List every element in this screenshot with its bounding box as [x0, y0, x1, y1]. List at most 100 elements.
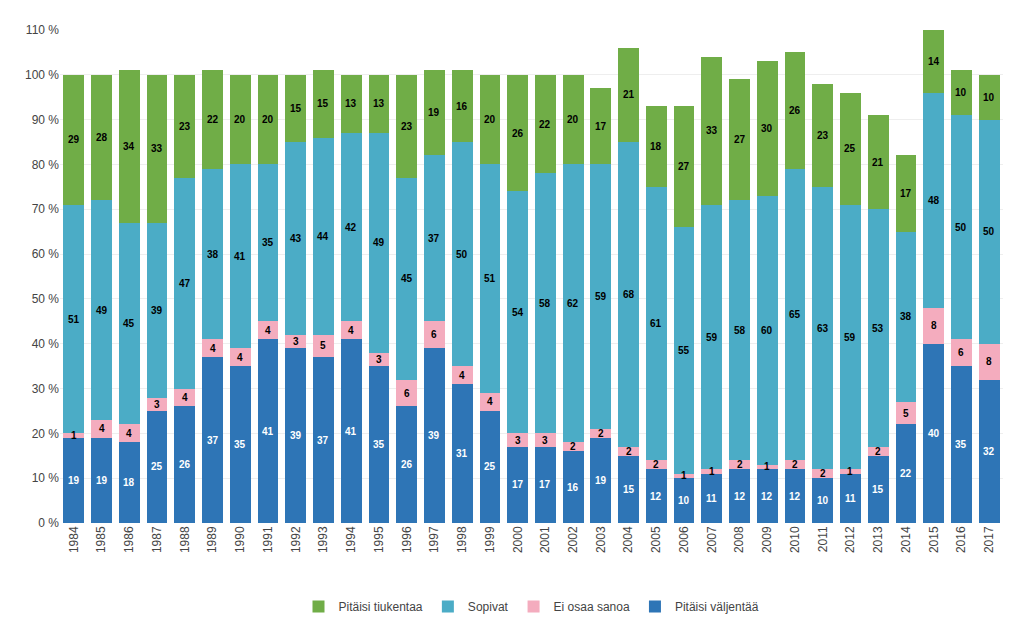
svg-text:2: 2: [626, 446, 632, 457]
svg-text:10: 10: [678, 495, 690, 506]
svg-text:3: 3: [293, 336, 299, 347]
svg-text:2014: 2014: [899, 526, 913, 553]
svg-text:48: 48: [928, 195, 940, 206]
svg-text:19: 19: [428, 107, 440, 118]
svg-text:2: 2: [653, 459, 659, 470]
svg-text:59: 59: [595, 291, 607, 302]
svg-text:15: 15: [623, 484, 635, 495]
svg-text:59: 59: [706, 332, 718, 343]
svg-text:53: 53: [872, 323, 884, 334]
svg-text:16: 16: [456, 101, 468, 112]
svg-text:35: 35: [373, 439, 385, 450]
svg-text:55: 55: [678, 345, 690, 356]
svg-text:22: 22: [539, 119, 551, 130]
svg-text:1995: 1995: [372, 526, 386, 553]
svg-text:68: 68: [623, 289, 635, 300]
svg-text:3: 3: [376, 354, 382, 365]
svg-text:2015: 2015: [927, 526, 941, 553]
svg-text:45: 45: [123, 318, 135, 329]
svg-text:100 %: 100 %: [25, 68, 59, 82]
svg-text:22: 22: [900, 468, 912, 479]
svg-text:80 %: 80 %: [32, 158, 60, 172]
svg-text:15: 15: [872, 484, 884, 495]
svg-text:30 %: 30 %: [32, 382, 60, 396]
svg-text:17: 17: [539, 479, 551, 490]
svg-text:5: 5: [320, 340, 326, 351]
svg-text:12: 12: [761, 491, 773, 502]
svg-text:2009: 2009: [760, 526, 774, 553]
svg-text:50: 50: [456, 249, 468, 260]
svg-text:26: 26: [179, 459, 191, 470]
svg-text:37: 37: [317, 435, 329, 446]
svg-text:31: 31: [456, 448, 468, 459]
svg-text:47: 47: [179, 278, 191, 289]
svg-text:25: 25: [484, 461, 496, 472]
svg-text:21: 21: [623, 89, 635, 100]
svg-text:59: 59: [844, 332, 856, 343]
svg-text:1: 1: [71, 430, 77, 441]
svg-text:2017: 2017: [982, 526, 996, 553]
svg-text:60 %: 60 %: [32, 247, 60, 261]
svg-text:37: 37: [428, 233, 440, 244]
svg-text:1984: 1984: [67, 526, 81, 553]
svg-text:41: 41: [262, 426, 274, 437]
svg-text:19: 19: [595, 475, 607, 486]
svg-text:49: 49: [96, 305, 108, 316]
svg-text:19: 19: [96, 475, 108, 486]
svg-text:44: 44: [317, 231, 329, 242]
svg-text:35: 35: [955, 439, 967, 450]
svg-text:10: 10: [955, 87, 967, 98]
svg-text:50 %: 50 %: [32, 292, 60, 306]
svg-text:8: 8: [931, 320, 937, 331]
svg-text:25: 25: [844, 143, 856, 154]
svg-text:2005: 2005: [649, 526, 663, 553]
svg-text:13: 13: [373, 98, 385, 109]
svg-text:20: 20: [567, 114, 579, 125]
svg-text:22: 22: [207, 114, 219, 125]
svg-text:1: 1: [847, 466, 853, 477]
svg-text:2003: 2003: [594, 526, 608, 553]
svg-text:65: 65: [789, 309, 801, 320]
svg-text:Ei osaa sanoa: Ei osaa sanoa: [554, 600, 630, 614]
svg-text:25: 25: [151, 461, 163, 472]
svg-text:54: 54: [512, 307, 524, 318]
svg-text:35: 35: [262, 237, 274, 248]
svg-text:10 %: 10 %: [32, 471, 60, 485]
svg-text:2007: 2007: [705, 526, 719, 553]
svg-text:3: 3: [515, 435, 521, 446]
svg-text:1996: 1996: [400, 526, 414, 553]
svg-text:38: 38: [207, 249, 219, 260]
svg-text:37: 37: [207, 435, 219, 446]
svg-text:17: 17: [512, 479, 524, 490]
svg-text:35: 35: [234, 439, 246, 450]
svg-text:33: 33: [151, 143, 163, 154]
svg-text:1993: 1993: [316, 526, 330, 553]
svg-text:29: 29: [68, 134, 80, 145]
svg-text:26: 26: [512, 128, 524, 139]
svg-text:1994: 1994: [344, 526, 358, 553]
svg-text:4: 4: [348, 325, 354, 336]
svg-text:30: 30: [761, 123, 773, 134]
svg-text:12: 12: [734, 491, 746, 502]
svg-text:2011: 2011: [816, 526, 830, 552]
svg-text:14: 14: [928, 56, 940, 67]
svg-text:4: 4: [126, 428, 132, 439]
svg-text:41: 41: [345, 426, 357, 437]
svg-text:40: 40: [928, 428, 940, 439]
svg-text:2: 2: [570, 441, 576, 452]
svg-text:60: 60: [761, 325, 773, 336]
svg-text:8: 8: [986, 356, 992, 367]
svg-text:2002: 2002: [566, 526, 580, 553]
svg-text:1985: 1985: [95, 526, 109, 553]
svg-text:4: 4: [99, 423, 105, 434]
svg-text:38: 38: [900, 311, 912, 322]
svg-text:23: 23: [401, 121, 413, 132]
svg-text:2008: 2008: [732, 526, 746, 553]
svg-text:17: 17: [595, 121, 607, 132]
svg-text:4: 4: [459, 370, 465, 381]
svg-text:1997: 1997: [427, 526, 441, 553]
svg-text:2001: 2001: [538, 526, 552, 553]
svg-text:2010: 2010: [788, 526, 802, 553]
svg-text:2: 2: [598, 428, 604, 439]
svg-text:26: 26: [789, 105, 801, 116]
